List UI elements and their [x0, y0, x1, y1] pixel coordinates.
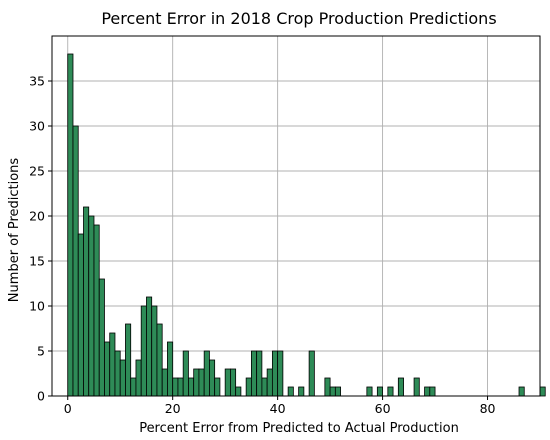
- x-axis-ticks: 0 20 40 60 80: [64, 396, 496, 416]
- y-axis-ticks: 0 5 10 15 20 25 30 35: [29, 74, 52, 404]
- histogram-bar: [119, 359, 126, 397]
- histogram-bar: [161, 368, 168, 397]
- histogram-bar: [77, 233, 84, 397]
- histogram-bar: [104, 341, 111, 397]
- y-tick-label: 5: [37, 344, 45, 359]
- histogram-bar: [172, 377, 179, 397]
- x-tick-label: 60: [375, 401, 391, 416]
- histogram-bar: [109, 332, 116, 397]
- x-tick-label: 40: [270, 401, 286, 416]
- histogram-bar: [98, 278, 105, 397]
- histogram-bar: [397, 377, 404, 397]
- histogram-bar: [387, 386, 394, 397]
- histogram-bar: [125, 323, 132, 397]
- histogram-bar: [203, 350, 210, 397]
- histogram-bar: [245, 377, 252, 397]
- histogram-bar: [198, 368, 205, 397]
- y-tick-label: 35: [29, 74, 45, 89]
- x-tick-label: 0: [64, 401, 72, 416]
- histogram-bar: [256, 350, 263, 397]
- histogram-bar: [188, 377, 195, 397]
- histogram-bar: [334, 386, 342, 397]
- histogram-bar: [308, 350, 315, 397]
- y-tick-label: 0: [37, 389, 45, 404]
- histogram-bar: [366, 386, 373, 397]
- histogram-bar: [156, 323, 163, 397]
- histogram-bar: [376, 386, 383, 397]
- histogram-bar: [182, 350, 189, 397]
- histogram-bar: [214, 377, 221, 397]
- histogram-bar: [224, 368, 231, 397]
- y-tick-label: 25: [29, 164, 45, 179]
- histogram-bar: [140, 305, 147, 397]
- x-tick-label: 80: [480, 401, 496, 416]
- grid-lines: [52, 36, 540, 397]
- histogram-bar: [277, 350, 284, 397]
- chart-title: Percent Error in 2018 Crop Production Pr…: [101, 9, 496, 28]
- histogram-bar: [518, 386, 525, 397]
- histogram-bar: [167, 341, 174, 397]
- histogram-bar: [135, 359, 142, 397]
- y-tick-label: 30: [29, 119, 45, 134]
- histogram-bar: [130, 377, 137, 397]
- histogram-bar: [146, 296, 153, 397]
- histogram-bar: [83, 206, 90, 397]
- histogram-bar: [261, 377, 268, 397]
- histogram-bar: [424, 386, 431, 397]
- histogram-bar: [177, 377, 184, 397]
- x-tick-label: 20: [165, 401, 181, 416]
- histogram-bar: [88, 215, 95, 397]
- histogram-bar: [287, 386, 294, 397]
- histogram-bar: [429, 386, 436, 397]
- histogram-bar: [298, 386, 305, 397]
- y-tick-label: 15: [29, 254, 45, 269]
- histogram-bar: [250, 350, 258, 397]
- histogram-bar: [151, 305, 158, 397]
- histogram-bar: [114, 350, 121, 397]
- histogram-bar: [271, 350, 279, 397]
- y-tick-label: 10: [29, 299, 45, 314]
- histogram-bar: [235, 386, 242, 397]
- y-axis-label: Number of Predictions: [7, 158, 22, 303]
- histogram-bar: [413, 377, 420, 397]
- histogram-bar: [193, 368, 200, 397]
- x-axis-label: Percent Error from Predicted to Actual P…: [139, 421, 459, 436]
- histogram-bar: [93, 224, 100, 397]
- histogram-bar: [324, 377, 331, 397]
- y-tick-label: 20: [29, 209, 45, 224]
- histogram-bar: [266, 368, 273, 397]
- histogram-bar: [72, 125, 79, 397]
- histogram-bar: [329, 386, 336, 397]
- histogram-bar: [67, 53, 74, 397]
- histogram-bar: [539, 386, 546, 397]
- histogram-bar: [209, 359, 216, 397]
- histogram-bar: [230, 368, 237, 397]
